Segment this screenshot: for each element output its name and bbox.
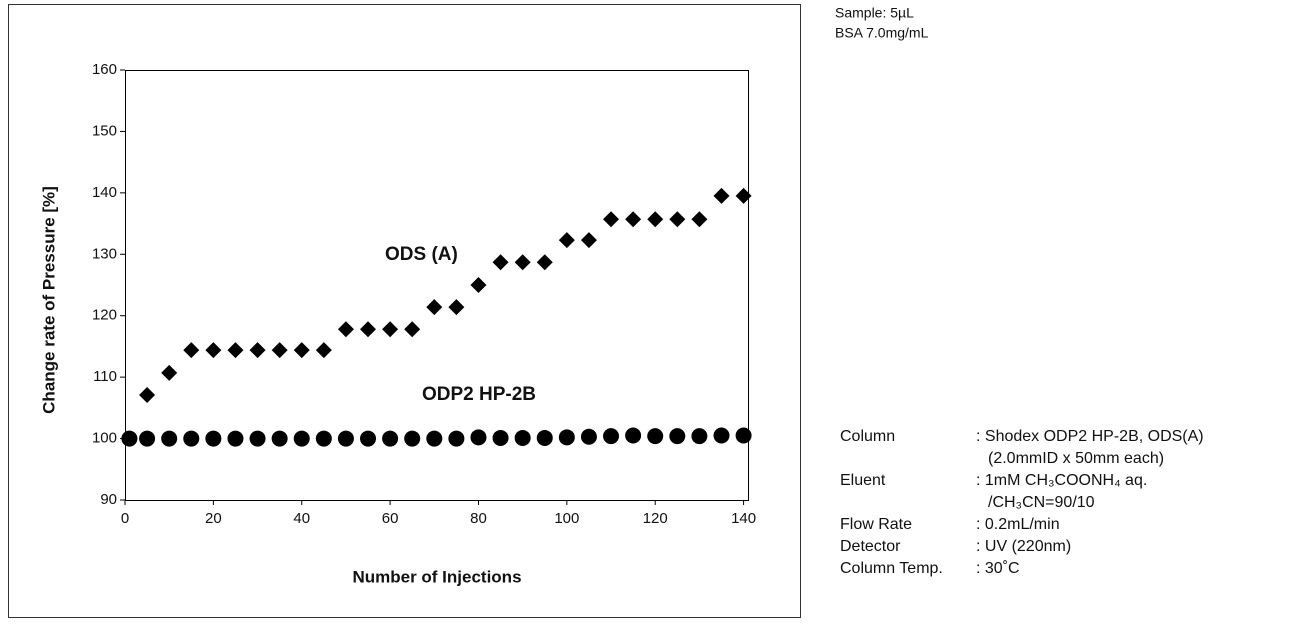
circle-marker <box>691 428 708 445</box>
y-tick-label: 160 <box>92 61 117 78</box>
condition-value: : 1mM CH₃COONH₄ aq. <box>976 472 1147 489</box>
circle-marker <box>580 428 597 445</box>
condition-value: /CH₃CN=90/10 <box>988 494 1095 511</box>
circle-marker <box>448 430 465 447</box>
diamond-marker <box>426 299 443 316</box>
series-label: ODS (A) <box>385 244 458 265</box>
x-tick-label: 20 <box>205 510 222 527</box>
x-tick-label: 40 <box>293 510 310 527</box>
condition-value: (2.0mmID x 50mm each) <box>988 450 1164 467</box>
y-tick-label: 140 <box>92 184 117 201</box>
x-tick-label: 80 <box>470 510 487 527</box>
circle-marker <box>470 429 487 446</box>
condition-label: Flow Rate <box>840 516 912 533</box>
x-tick-label: 120 <box>643 510 668 527</box>
diamond-marker <box>492 254 509 271</box>
circle-marker <box>426 430 443 447</box>
condition-label: Detector <box>840 538 901 555</box>
x-tick-label: 100 <box>554 510 579 527</box>
diamond-marker <box>647 211 664 228</box>
circle-marker <box>205 430 222 447</box>
x-axis-label: Number of Injections <box>352 567 521 586</box>
diamond-marker <box>514 254 531 271</box>
diamond-marker <box>205 342 222 359</box>
circle-marker <box>735 427 752 444</box>
circle-marker <box>514 429 531 446</box>
condition-label: Eluent <box>840 472 886 489</box>
y-axis-label: Change rate of Pressure [%] <box>39 186 58 414</box>
condition-value: : 30˚C <box>976 560 1020 577</box>
diamond-marker <box>139 386 156 403</box>
condition-label: Column Temp. <box>840 560 943 577</box>
circle-marker <box>271 430 288 447</box>
sample-note: Sample: 5µL <box>835 5 914 21</box>
diamond-marker <box>713 187 730 204</box>
diamond-marker <box>337 321 354 338</box>
condition-value: : 0.2mL/min <box>976 516 1060 533</box>
circle-marker <box>404 430 421 447</box>
diamond-marker <box>603 211 620 228</box>
diamond-marker <box>448 299 465 316</box>
diamond-marker <box>249 342 266 359</box>
circle-marker <box>603 428 620 445</box>
diamond-marker <box>691 211 708 228</box>
circle-marker <box>647 428 664 445</box>
condition-value: : Shodex ODP2 HP-2B, ODS(A) <box>976 428 1204 445</box>
x-tick-label: 0 <box>121 510 129 527</box>
diamond-marker <box>271 342 288 359</box>
circle-marker <box>183 430 200 447</box>
plot-frame <box>125 70 749 501</box>
circle-marker <box>161 430 178 447</box>
circle-marker <box>315 430 332 447</box>
circle-marker <box>558 429 575 446</box>
circle-marker <box>121 430 138 447</box>
x-tick-label: 60 <box>382 510 399 527</box>
series-label: ODP2 HP-2B <box>422 384 536 405</box>
chart-frame <box>8 4 801 618</box>
diamond-marker <box>580 232 597 249</box>
diamond-marker <box>382 321 399 338</box>
circle-marker <box>669 428 686 445</box>
circle-marker <box>337 430 354 447</box>
condition-value: : UV (220nm) <box>976 538 1071 555</box>
diamond-marker <box>625 211 642 228</box>
diamond-marker <box>293 342 310 359</box>
circle-marker <box>382 430 399 447</box>
x-tick-label: 140 <box>731 510 756 527</box>
y-tick-label: 90 <box>100 491 117 508</box>
diamond-marker <box>227 342 244 359</box>
circle-marker <box>713 427 730 444</box>
y-tick-label: 120 <box>92 307 117 324</box>
condition-label: Column <box>840 428 895 445</box>
y-tick-label: 150 <box>92 122 117 139</box>
circle-marker <box>227 430 244 447</box>
diamond-marker <box>360 321 377 338</box>
y-tick-label: 130 <box>92 245 117 262</box>
circle-marker <box>536 429 553 446</box>
diamond-marker <box>470 277 487 293</box>
diamond-marker <box>669 211 686 228</box>
circle-marker <box>625 427 642 444</box>
diamond-marker <box>558 232 575 249</box>
diamond-marker <box>183 342 200 359</box>
diamond-marker <box>315 342 332 359</box>
y-tick-label: 110 <box>93 368 117 385</box>
circle-marker <box>492 429 509 446</box>
y-tick-label: 100 <box>92 430 117 447</box>
diamond-marker <box>735 187 752 204</box>
diamond-marker <box>404 321 421 338</box>
circle-marker <box>360 430 377 447</box>
circle-marker <box>139 430 156 447</box>
circle-marker <box>249 430 266 447</box>
diamond-marker <box>161 364 178 381</box>
circle-marker <box>293 430 310 447</box>
diamond-marker <box>536 254 553 271</box>
sample-note: BSA 7.0mg/mL <box>835 25 929 41</box>
